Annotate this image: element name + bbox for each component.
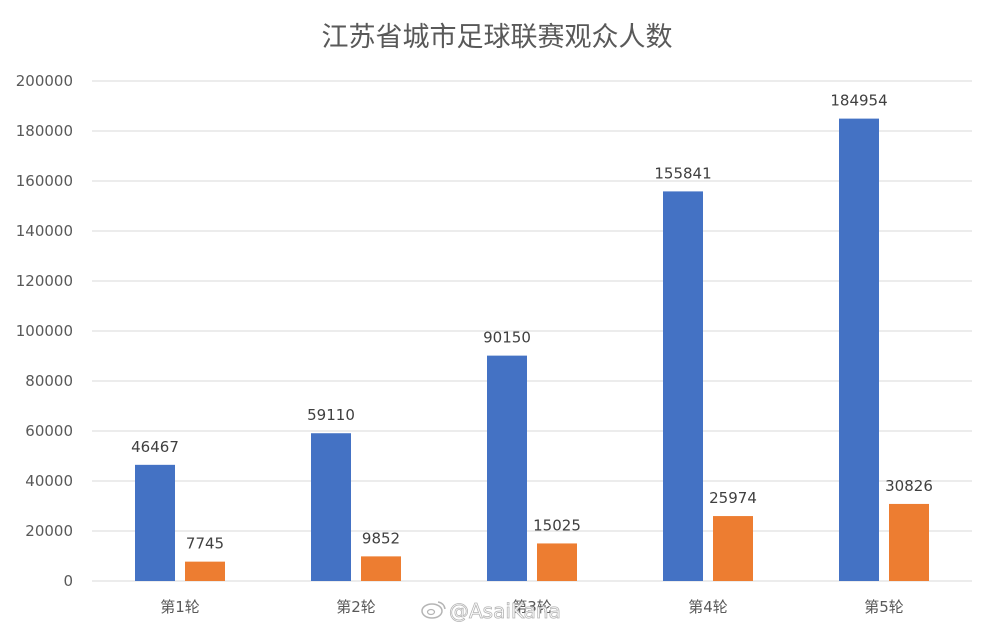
x-category-label: 第1轮 [160, 598, 200, 616]
y-tick-label: 100000 [16, 322, 73, 340]
bar-series1-1 [135, 464, 175, 581]
x-axis-categories: 第1轮 第2轮 第3轮 第4轮 第5轮 [160, 598, 904, 616]
bar-series1-2 [311, 433, 351, 581]
data-labels: 46467 7745 59110 9852 90150 15025 155841 25974 1… [131, 92, 933, 553]
weibo-icon [421, 601, 446, 619]
y-tick-label: 180000 [16, 122, 73, 140]
data-label: 30826 [885, 477, 933, 495]
bar-series2-3 [537, 543, 577, 581]
y-tick-label: 40000 [25, 472, 73, 490]
bar-series2-5 [889, 503, 929, 581]
data-label: 25974 [709, 489, 757, 507]
chart-title: 江苏省城市足球联赛观众人数 [322, 22, 673, 53]
data-label: 90150 [483, 329, 531, 347]
bar-series1-3 [487, 355, 527, 581]
watermark: @AsaiKana [421, 599, 561, 623]
y-tick-label: 60000 [25, 422, 73, 440]
data-label: 59110 [307, 406, 355, 424]
y-tick-label: 80000 [25, 372, 73, 390]
data-label: 15025 [533, 516, 581, 534]
data-label: 46467 [131, 438, 179, 456]
x-category-label: 第4轮 [688, 598, 728, 616]
x-category-label: 第5轮 [864, 598, 904, 616]
data-label: 155841 [654, 164, 711, 182]
data-label: 7745 [186, 535, 224, 553]
data-label: 184954 [830, 92, 887, 110]
x-category-label: 第3轮 [512, 598, 552, 616]
data-label: 9852 [362, 529, 400, 547]
gridlines [92, 80, 972, 582]
bar-series2-4 [713, 516, 753, 581]
y-axis-ticks: 0 20000 40000 60000 80000 100000 120000 140000 1… [16, 72, 73, 590]
y-tick-label: 140000 [16, 222, 73, 240]
bar-series2-2 [361, 556, 401, 581]
watermark-text: @AsaiKana [449, 599, 561, 623]
y-tick-label: 120000 [16, 272, 73, 290]
y-tick-label: 20000 [25, 522, 73, 540]
bar-series1-4 [663, 191, 703, 581]
y-tick-label: 0 [63, 572, 73, 590]
bar-series1-5 [839, 118, 879, 582]
y-tick-label: 160000 [16, 172, 73, 190]
x-category-label: 第2轮 [336, 598, 376, 616]
bars [135, 118, 929, 582]
bar-series2-1 [185, 561, 225, 581]
y-tick-label: 200000 [16, 72, 73, 90]
